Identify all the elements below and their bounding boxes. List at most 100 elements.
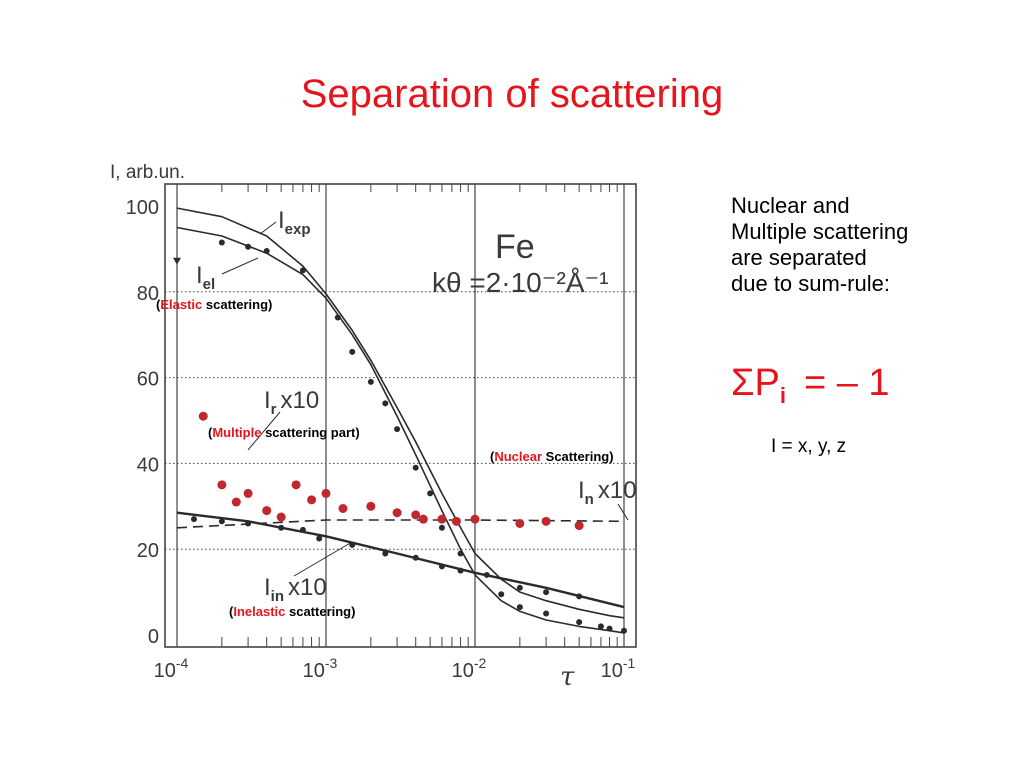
- inset-element: Fe: [495, 228, 535, 266]
- r_points-marker: [574, 521, 584, 531]
- curve-labels: Iexp Iel Ir x10 In x10 Iin x10: [196, 207, 637, 605]
- el_points-marker: [438, 524, 445, 531]
- r_points-marker: [338, 503, 348, 513]
- side-text-line: Multiple scattering: [731, 219, 909, 244]
- annotation-inelastic: (Inelastic scattering): [229, 604, 356, 619]
- side-text-line: Nuclear and: [731, 193, 850, 218]
- annotation-multiple: (Multiple scattering part): [208, 425, 360, 440]
- formula-subscript: i: [779, 383, 786, 408]
- in_points-marker: [483, 571, 490, 578]
- sum-rule-formula: ΣPi = – 1: [731, 362, 890, 408]
- el_points-marker: [367, 378, 374, 385]
- tick-labels: 0 20 40 60 80 100 10-4 10-3 10-2 10-1: [126, 197, 636, 682]
- in_points-marker: [278, 524, 285, 531]
- el_points-marker: [457, 550, 464, 557]
- r_points-marker: [470, 514, 480, 524]
- r_points-marker: [198, 411, 208, 421]
- in_points-marker: [218, 518, 225, 525]
- r_points-marker: [321, 488, 331, 498]
- in_points-marker: [438, 563, 445, 570]
- in_points-marker: [190, 516, 197, 523]
- side-text-line: due to sum-rule:: [731, 271, 890, 296]
- curve-label-in: Iin x10: [264, 574, 327, 605]
- el_points-marker: [597, 623, 604, 630]
- curve-label-r: Ir x10: [264, 387, 319, 418]
- in_points-marker: [576, 593, 583, 600]
- formula-sigma-p: ΣP: [731, 362, 780, 404]
- inset-parameter: kθ =2·10⁻²Å⁻¹: [432, 267, 609, 298]
- annotation-elastic: (Elastic scattering): [156, 297, 273, 312]
- y-axis-label: I, arb.un.: [110, 162, 185, 183]
- r_points-marker: [307, 495, 317, 505]
- r_points-marker: [262, 506, 272, 516]
- scattering-chart: Iexp Iel Ir x10 In x10 Iin x10 0 20 40 60 80 100 10-4…: [110, 162, 637, 690]
- y-tick-label: 40: [137, 454, 159, 476]
- r_points-marker: [541, 516, 551, 526]
- x-tick-label: 10-2: [452, 655, 487, 682]
- x-tick-label: 10-3: [303, 655, 338, 682]
- curve-label-n: In x10: [578, 477, 637, 508]
- leader-line: [221, 257, 259, 275]
- data-points: [173, 239, 627, 634]
- r_points-marker: [451, 516, 461, 526]
- y-tick-label: 60: [137, 369, 159, 391]
- el_points-marker: [334, 314, 341, 321]
- r_points-marker: [418, 514, 428, 524]
- in_points-marker: [412, 554, 419, 561]
- el_points-marker: [576, 619, 583, 626]
- el_points-marker: [516, 604, 523, 611]
- r_points-marker: [217, 480, 227, 490]
- in_points-marker: [349, 541, 356, 548]
- el_points-marker: [621, 627, 627, 634]
- curve-el: [176, 226, 625, 634]
- el_points-marker: [427, 490, 434, 497]
- plot-frame: [164, 183, 637, 648]
- el_points-marker: [245, 243, 252, 250]
- curve-label-exp: Iexp: [278, 207, 311, 238]
- el_points-marker: [349, 348, 356, 355]
- formula-rhs: = – 1: [803, 362, 890, 404]
- el_points-marker: [498, 591, 505, 598]
- curve-in: [176, 511, 625, 609]
- annotation-nuclear: (Nuclear Scattering): [490, 449, 614, 464]
- r_points-marker: [231, 497, 241, 507]
- el_points-marker: [299, 267, 306, 274]
- y-tick-label: 80: [137, 283, 159, 305]
- in_points-marker: [382, 550, 389, 557]
- in_points-marker: [316, 535, 323, 542]
- x-axis-label: τ: [560, 662, 575, 690]
- y-tick-label: 20: [137, 540, 159, 562]
- y-tick-label: 100: [126, 197, 159, 219]
- sum-rule-explanation: Nuclear and Multiple scattering are sepa…: [731, 193, 908, 297]
- r_points-marker: [366, 501, 376, 511]
- el_points-marker: [543, 610, 550, 617]
- x-tick-label: 10-1: [601, 655, 636, 682]
- leader-line: [293, 541, 353, 577]
- curve-label-el: Iel: [196, 262, 215, 293]
- el_points-marker: [382, 400, 389, 407]
- r_points-marker: [392, 508, 402, 518]
- grid: [164, 183, 637, 648]
- in_points-marker: [543, 589, 550, 596]
- r_points-marker: [276, 512, 286, 522]
- y-tick-label: 0: [148, 626, 159, 648]
- el_points-marker: [606, 625, 613, 632]
- in_points-marker: [457, 567, 464, 574]
- leader-line: [617, 503, 629, 521]
- r_points-marker: [291, 480, 301, 490]
- in_points-marker: [299, 526, 306, 533]
- r_points-marker: [411, 510, 421, 520]
- axis-marker: [173, 257, 181, 265]
- in_points-marker: [516, 584, 523, 591]
- r_points-marker: [243, 488, 253, 498]
- el_points-marker: [394, 426, 401, 433]
- leader-line: [247, 411, 281, 451]
- slide-title: Separation of scattering: [300, 72, 724, 116]
- side-text-line: are separated: [731, 245, 867, 270]
- index-note: I = x, y, z: [771, 436, 847, 457]
- in_points-marker: [245, 520, 252, 527]
- leader-line: [259, 221, 277, 235]
- el_points-marker: [218, 239, 225, 246]
- r_points-marker: [437, 514, 447, 524]
- r_points-marker: [515, 518, 525, 528]
